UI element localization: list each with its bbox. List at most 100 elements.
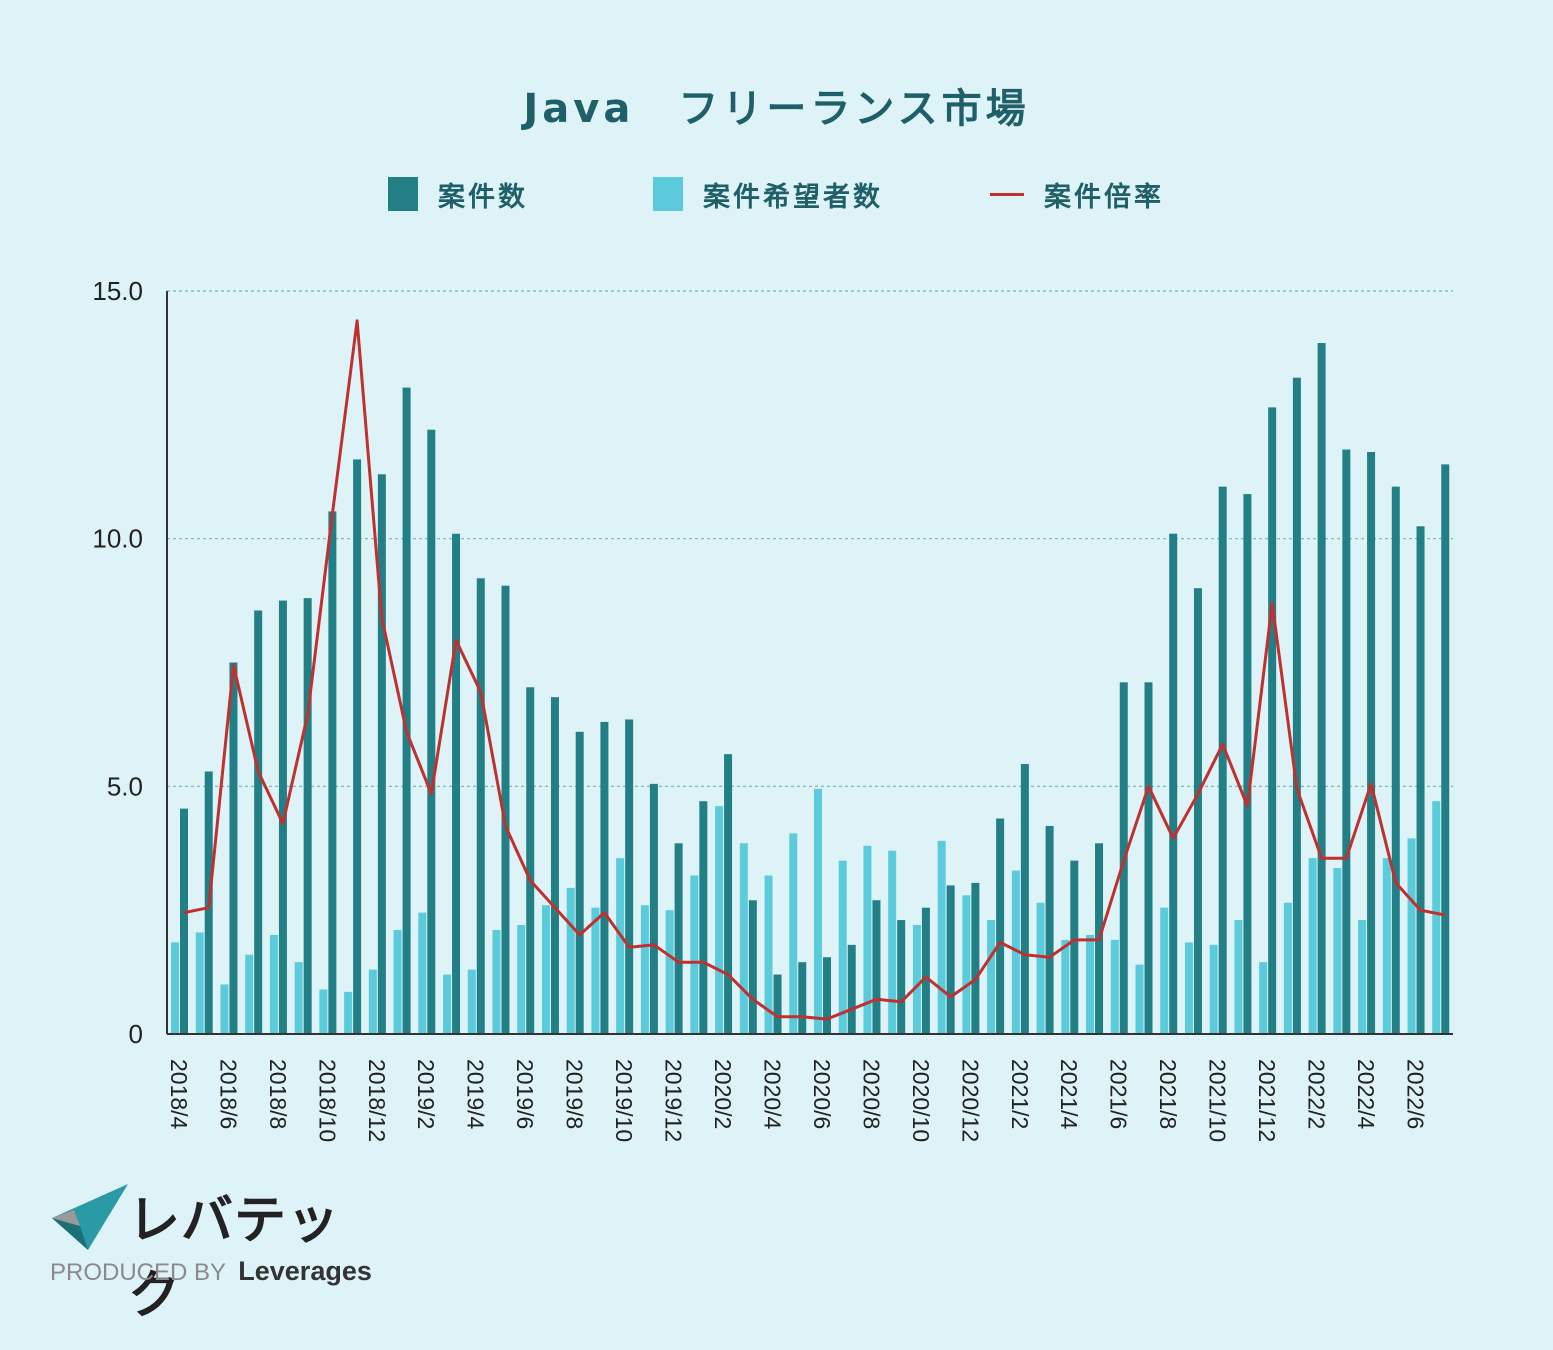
x-tick-label: 2020/4 [759,1059,785,1130]
bar-cases [427,429,436,1034]
x-tick-label: 2019/6 [512,1059,538,1129]
legend-swatch-applicants [653,177,683,211]
bar-applicants [690,875,699,1034]
ratio-line [183,319,1446,1021]
grid-lines [167,290,1453,787]
x-tick-label: 2022/6 [1402,1059,1428,1129]
x-tick-label: 2019/10 [611,1059,637,1142]
x-tick-label: 2022/2 [1304,1059,1330,1129]
bar-applicants [1184,942,1193,1034]
bar-cases [823,957,831,1034]
bar-applicants [517,925,526,1034]
legend-swatch-cases [388,177,418,211]
bar-cases [1367,451,1376,1034]
bar-applicants [715,806,724,1034]
logo-wordmark: レバテック [128,1191,341,1326]
x-tick-label: 2021/2 [1007,1059,1033,1129]
legend-swatch-ratio [990,192,1024,196]
bar-cases [1342,449,1351,1034]
bar-applicants [418,912,427,1034]
chart-title: Java フリーランス市場 [523,86,1030,132]
bar-applicants [171,942,179,1034]
bar-cases [921,907,930,1034]
bar-applicants [838,860,847,1034]
bar-cases [1020,764,1029,1034]
leverages-logo: レバテック PRODUCED BY Leverages [50,1180,390,1326]
y-tick-label: 0 [129,1019,143,1049]
bar-applicants [739,843,748,1034]
bar-applicants [1432,801,1441,1034]
x-tick-label: 2022/4 [1353,1059,1379,1130]
bar-applicants [616,858,625,1034]
bar-cases [229,662,238,1034]
bar-cases [625,719,634,1034]
bar-applicants [814,788,822,1034]
bar-cases [180,808,188,1034]
x-tick-label: 2018/8 [265,1059,291,1129]
bar-cases [303,598,312,1034]
legend-label-cases: 案件数 [438,181,528,213]
bar-applicants [1234,920,1243,1034]
bar-applicants [665,910,674,1034]
legend-label-applicants: 案件希望者数 [703,181,883,213]
bar-cases [476,578,485,1034]
bar-cases [1268,407,1277,1034]
bar-cases [1441,464,1450,1034]
bar-cases [996,818,1005,1034]
bar-applicants [591,907,600,1034]
bar-cases [377,474,386,1035]
bar-applicants [1407,838,1416,1034]
bar-applicants [912,925,921,1034]
bar-cases [847,944,856,1034]
bar-applicants [368,969,377,1034]
bar-cases [550,697,559,1034]
x-tick-label: 2021/12 [1254,1059,1280,1142]
x-tick-label: 2021/4 [1056,1059,1082,1130]
bar-cases [971,882,980,1034]
x-tick-label: 2019/8 [562,1059,588,1129]
bar-series [171,343,1450,1035]
bar-cases [699,801,708,1034]
bar-cases [501,585,510,1034]
bar-applicants [294,962,303,1034]
bar-applicants [319,989,328,1034]
bar-cases [254,610,263,1034]
bar-applicants [987,920,996,1034]
bar-applicants [789,833,798,1034]
bar-cases [649,783,658,1034]
logo-tagline: PRODUCED BY Leverages [50,1256,372,1287]
bar-applicants [1283,902,1292,1034]
line-series [183,319,1446,1021]
bar-cases [872,900,881,1034]
bar-applicants [467,969,476,1034]
bar-applicants [1011,870,1020,1034]
x-tick-label: 2019/12 [661,1059,687,1142]
chart-legend: 案件数 案件希望者数 案件倍率 [0,172,1553,216]
y-tick-label: 10.0 [92,524,143,554]
bar-cases [1317,343,1326,1034]
y-tick-label: 15.0 [92,276,143,306]
y-tick-labels: 0 5.0 10.0 15.0 [92,276,143,1049]
x-tick-label: 2020/2 [710,1059,736,1129]
bar-cases [1070,860,1079,1034]
axes [166,291,1453,1035]
bar-applicants [393,929,402,1034]
bar-cases [1243,494,1252,1034]
bar-cases [773,974,782,1034]
bar-cases [600,721,609,1034]
x-tick-label: 2018/10 [314,1059,340,1142]
bar-cases [1144,682,1153,1034]
bar-cases [1169,533,1178,1034]
bar-applicants [245,954,254,1034]
bar-cases [1292,377,1301,1034]
y-tick-label: 5.0 [107,771,143,801]
bar-applicants [1086,934,1095,1034]
bar-cases [353,459,362,1034]
legend-label-ratio: 案件倍率 [1044,181,1164,213]
bar-cases [946,885,955,1034]
bar-cases [1391,486,1400,1034]
x-tick-label: 2021/6 [1106,1059,1132,1129]
x-tick-label: 2019/4 [463,1059,489,1130]
bar-applicants [1308,858,1317,1034]
x-tick-label: 2019/2 [413,1059,439,1129]
